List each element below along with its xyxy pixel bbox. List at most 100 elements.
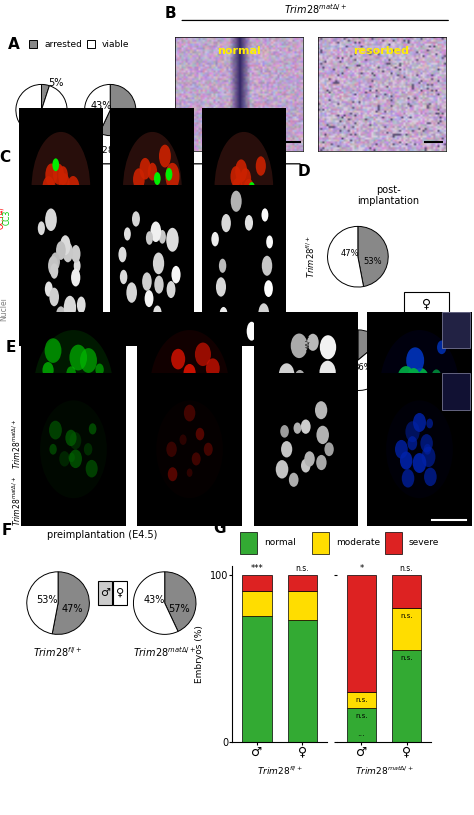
Text: n.s.: n.s.: [355, 713, 368, 720]
Text: ♀: ♀: [422, 297, 431, 310]
Text: 53%: 53%: [364, 257, 383, 266]
Circle shape: [150, 222, 161, 242]
Circle shape: [233, 315, 241, 332]
Circle shape: [293, 422, 301, 434]
Circle shape: [84, 443, 92, 456]
Wedge shape: [52, 572, 89, 634]
Circle shape: [398, 406, 411, 426]
Text: Nuclei: Nuclei: [270, 348, 298, 357]
Bar: [242, 575, 272, 592]
Circle shape: [159, 144, 171, 168]
Circle shape: [317, 425, 329, 444]
Circle shape: [148, 163, 157, 181]
Circle shape: [159, 230, 166, 244]
Circle shape: [276, 460, 288, 478]
Bar: [404, 320, 449, 344]
Wedge shape: [328, 227, 364, 287]
Circle shape: [90, 419, 99, 432]
Circle shape: [301, 459, 310, 473]
Circle shape: [405, 421, 419, 443]
Text: *: *: [359, 564, 364, 573]
Bar: [442, 312, 470, 349]
Bar: [113, 581, 128, 605]
Circle shape: [424, 468, 437, 486]
Circle shape: [262, 209, 268, 222]
Bar: [288, 620, 317, 742]
Circle shape: [156, 400, 223, 498]
Circle shape: [258, 303, 269, 324]
Bar: [392, 650, 421, 742]
Circle shape: [216, 277, 226, 297]
Text: 95%: 95%: [32, 112, 54, 121]
Circle shape: [283, 390, 297, 409]
Circle shape: [302, 376, 320, 401]
Text: normal: normal: [218, 46, 261, 55]
Bar: [346, 575, 376, 692]
Circle shape: [166, 442, 177, 457]
Circle shape: [61, 187, 72, 206]
Circle shape: [219, 258, 226, 273]
Text: CC3: CC3: [2, 209, 11, 225]
Circle shape: [48, 256, 58, 275]
Text: ♀: ♀: [116, 588, 124, 598]
Text: Merge: Merge: [381, 348, 410, 357]
Circle shape: [434, 394, 446, 412]
Bar: [288, 592, 317, 620]
Circle shape: [155, 275, 164, 293]
Circle shape: [95, 363, 104, 376]
Circle shape: [42, 176, 55, 200]
Circle shape: [49, 421, 62, 439]
Circle shape: [132, 185, 144, 209]
Circle shape: [413, 413, 426, 432]
Circle shape: [179, 376, 191, 393]
Circle shape: [426, 419, 433, 429]
Circle shape: [248, 182, 255, 195]
Text: 57%: 57%: [112, 112, 134, 123]
X-axis label: $Trim28^{fl/+}$: $Trim28^{fl/+}$: [18, 143, 64, 156]
Circle shape: [289, 473, 299, 487]
Circle shape: [324, 443, 334, 456]
Circle shape: [53, 185, 66, 209]
Bar: [392, 575, 421, 608]
Circle shape: [395, 440, 408, 459]
Circle shape: [295, 370, 305, 385]
Circle shape: [281, 441, 292, 457]
X-axis label: $Trim28^{matΔ/+}$: $Trim28^{matΔ/+}$: [355, 764, 413, 777]
Circle shape: [380, 399, 396, 422]
Circle shape: [89, 423, 96, 434]
X-axis label: $Trim28^{matΔ/+}$: $Trim28^{matΔ/+}$: [133, 645, 196, 659]
Circle shape: [58, 385, 71, 403]
Text: $Trim28^{fl/+}$: $Trim28^{fl/+}$: [304, 236, 317, 278]
Circle shape: [195, 342, 211, 366]
Circle shape: [51, 253, 60, 271]
Circle shape: [86, 460, 98, 478]
Circle shape: [231, 191, 242, 212]
Circle shape: [305, 405, 314, 419]
Circle shape: [150, 330, 229, 447]
Circle shape: [211, 232, 219, 246]
Circle shape: [43, 362, 54, 378]
Text: $Trim28^{matΔ/+}$: $Trim28^{matΔ/+}$: [128, 144, 191, 158]
Circle shape: [63, 242, 73, 262]
Circle shape: [301, 420, 310, 434]
Circle shape: [45, 209, 57, 231]
Circle shape: [70, 432, 81, 449]
Text: 14%: 14%: [330, 336, 349, 345]
Circle shape: [412, 368, 429, 393]
X-axis label: $Trim28^{matΔ/+}$: $Trim28^{matΔ/+}$: [81, 143, 139, 156]
Text: $Trim28^{matΔ/+}$: $Trim28^{matΔ/+}$: [10, 476, 23, 526]
Circle shape: [69, 345, 87, 371]
Circle shape: [420, 434, 433, 452]
Text: n.s.: n.s.: [355, 697, 368, 703]
Text: resorbed: resorbed: [354, 46, 410, 55]
Circle shape: [215, 132, 273, 244]
Circle shape: [164, 376, 180, 400]
Text: E: E: [5, 340, 16, 355]
Circle shape: [320, 335, 336, 359]
Circle shape: [118, 247, 127, 262]
Circle shape: [142, 272, 152, 291]
Circle shape: [413, 453, 426, 473]
Circle shape: [45, 338, 62, 363]
Circle shape: [245, 215, 253, 231]
Text: n.s.: n.s.: [400, 613, 413, 619]
